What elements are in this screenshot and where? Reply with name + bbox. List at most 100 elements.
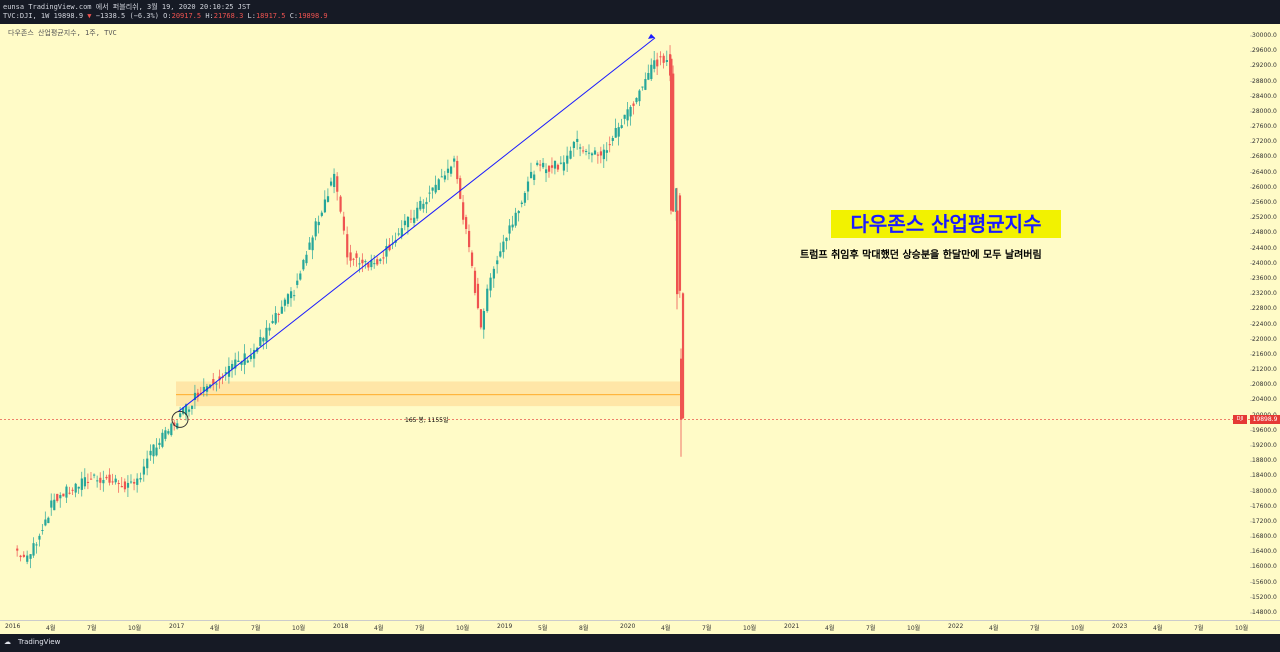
candle-body	[550, 165, 554, 168]
y-tick-label: 26000.0	[1252, 183, 1277, 191]
candle-body	[653, 60, 656, 69]
y-tick-label: 24400.0	[1252, 244, 1277, 252]
x-tick-label: 10월	[292, 625, 306, 632]
candle-body	[400, 228, 403, 237]
annotation-title[interactable]: 다우존스 산업평균지수	[831, 210, 1061, 238]
y-tick-label: 22000.0	[1252, 335, 1277, 343]
candle-body	[117, 483, 120, 485]
y-tick-label: 28400.0	[1252, 92, 1277, 100]
candle-body	[547, 165, 551, 172]
candle-body	[336, 176, 339, 192]
candle-body	[559, 162, 563, 164]
time-axis[interactable]	[0, 620, 1280, 635]
candle-body	[449, 166, 453, 174]
candle-body	[523, 192, 527, 203]
candle-body	[590, 153, 594, 156]
candle-body	[187, 409, 191, 412]
trend-arrowhead-icon	[648, 33, 655, 39]
candle-body	[459, 178, 462, 199]
candle-body	[539, 164, 542, 166]
candle-body	[416, 207, 419, 219]
candle-body	[428, 192, 431, 194]
candle-body	[190, 405, 194, 409]
candle-body	[662, 55, 665, 63]
candle-body	[317, 221, 320, 226]
candle-body	[647, 72, 650, 80]
candle-body	[346, 234, 349, 258]
candle-body	[274, 313, 277, 324]
candle-body	[533, 174, 536, 180]
x-tick-label: 7월	[415, 625, 425, 632]
candle-body	[202, 386, 206, 392]
y-tick-label: 27600.0	[1252, 123, 1277, 131]
candle-body	[111, 481, 114, 483]
candle-body	[164, 430, 167, 439]
candle-body	[196, 392, 200, 397]
x-tick-label: 7월	[1194, 625, 1204, 632]
candle-body	[614, 128, 617, 138]
candle-body	[508, 225, 511, 234]
candle-body	[587, 152, 591, 154]
trend-arrow-line	[177, 37, 656, 413]
candle-body	[349, 252, 352, 261]
candle-body	[74, 483, 77, 493]
candle-body	[526, 181, 530, 192]
candle-body	[218, 376, 221, 381]
x-tick-label: 4월	[825, 625, 835, 632]
candle-body	[326, 196, 330, 202]
candle-body	[53, 499, 56, 511]
high-value: 21768.3	[213, 12, 244, 20]
candle-body	[234, 359, 237, 369]
candle-body	[370, 260, 373, 268]
y-tick-label: 25600.0	[1252, 199, 1277, 207]
candle-body	[329, 181, 333, 186]
candle-body	[675, 188, 678, 212]
candle-body	[629, 106, 632, 117]
candle-body	[358, 263, 361, 265]
candle-body	[32, 543, 35, 556]
y-tick-label: 23600.0	[1252, 274, 1277, 282]
candle-body	[406, 216, 410, 228]
chart-plot-area[interactable]	[0, 24, 1251, 620]
candle-body	[511, 224, 514, 228]
annotation-text[interactable]: 트럼프 취임후 막대했던 상승분을 한달만에 모두 날려버림	[800, 250, 1042, 261]
candle-body	[376, 259, 379, 265]
candle-body	[22, 554, 26, 557]
y-tick-label: 27200.0	[1252, 138, 1277, 146]
candle-body	[437, 179, 440, 190]
candle-body	[536, 162, 539, 165]
candle-body	[56, 493, 59, 501]
candle-body	[579, 147, 582, 149]
candle-body	[176, 423, 179, 429]
candle-body	[470, 252, 474, 266]
candle-body	[502, 241, 505, 253]
y-tick-label: 16800.0	[1252, 533, 1277, 541]
x-tick-label: 2017	[169, 623, 185, 630]
y-tick-label: 28800.0	[1252, 77, 1277, 85]
candle-body	[142, 466, 146, 475]
candle-body	[299, 273, 302, 280]
footer-brand[interactable]: TradingView	[18, 638, 61, 646]
candle-body	[265, 327, 268, 342]
y-tick-label: 17600.0	[1252, 502, 1277, 510]
tradingview-logo-icon[interactable]: ☁	[4, 638, 11, 646]
candle-body	[333, 173, 336, 188]
candle-body	[161, 432, 164, 447]
candle-body	[443, 175, 447, 180]
candle-body	[656, 59, 659, 67]
candle-body	[99, 477, 102, 483]
price-change: −1338.5 (−6.3%)	[95, 12, 159, 20]
candle-body	[556, 164, 560, 170]
candle-body	[296, 280, 299, 285]
candle-body	[419, 200, 422, 210]
candle-body	[434, 184, 437, 193]
price-axis[interactable]	[1250, 24, 1280, 620]
candle-body	[114, 478, 117, 483]
candle-body	[185, 404, 188, 415]
y-tick-label: 15600.0	[1252, 578, 1277, 586]
candle-body	[123, 481, 127, 490]
candle-body	[268, 327, 271, 331]
candle-body	[77, 486, 80, 489]
y-tick-label: 25200.0	[1252, 214, 1277, 222]
